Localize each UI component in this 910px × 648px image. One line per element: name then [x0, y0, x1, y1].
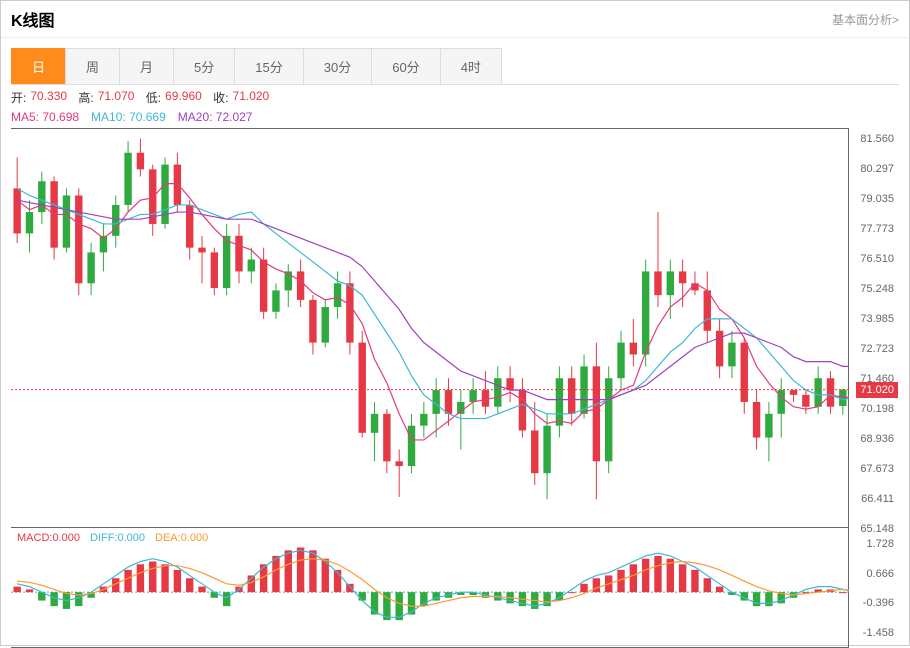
y-tick: 76.510 — [860, 253, 894, 265]
high-value: 71.070 — [98, 89, 135, 106]
tab-15分[interactable]: 15分 — [234, 48, 303, 84]
macd-y-tick: 1.728 — [866, 538, 894, 550]
candlestick-chart[interactable]: 81.56080.29779.03577.77376.51075.24873.9… — [11, 128, 849, 528]
low-label: 低: — [146, 89, 161, 106]
macd-y-tick: -1.458 — [863, 627, 894, 639]
y-tick: 66.411 — [861, 493, 894, 505]
y-tick: 72.723 — [860, 343, 894, 355]
high-label: 高: — [78, 89, 93, 106]
macd-y-tick: -0.396 — [863, 597, 894, 609]
chart-title: K线图 — [11, 7, 55, 31]
analysis-link[interactable]: 基本面分析> — [832, 11, 899, 28]
timeframe-tabs: 日周月5分15分30分60分4时 — [11, 48, 899, 85]
low-value: 69.960 — [165, 89, 202, 106]
tab-5分[interactable]: 5分 — [173, 48, 235, 84]
macd-chart[interactable]: MACD:0.000DIFF:0.000DEA:0.000 1.7280.666… — [11, 528, 849, 648]
tab-60分[interactable]: 60分 — [371, 48, 440, 84]
y-tick: 79.035 — [860, 193, 894, 205]
y-tick: 77.773 — [860, 223, 894, 235]
ma20-label: MA20: 72.027 — [178, 110, 253, 124]
y-tick: 81.560 — [860, 133, 894, 145]
open-label: 开: — [11, 89, 26, 106]
y-tick: 70.198 — [860, 403, 894, 415]
close-label: 收: — [213, 89, 228, 106]
ma5-label: MA5: 70.698 — [11, 110, 79, 124]
tab-4时[interactable]: 4时 — [440, 48, 502, 84]
open-value: 70.330 — [30, 89, 67, 106]
y-tick: 68.936 — [860, 433, 894, 445]
macd-y-tick: 0.666 — [866, 568, 894, 580]
macd-label: DIFF:0.000 — [90, 532, 145, 544]
ma-row: MA5: 70.698 MA10: 70.669 MA20: 72.027 — [11, 110, 899, 128]
y-tick: 80.297 — [860, 163, 894, 175]
tab-月[interactable]: 月 — [119, 48, 174, 84]
ohlc-row: 开: 70.330 高: 71.070 低: 69.960 收: 71.020 — [11, 85, 899, 110]
y-tick: 75.248 — [860, 283, 894, 295]
tab-日[interactable]: 日 — [11, 48, 66, 84]
y-tick: 67.673 — [860, 463, 894, 475]
y-tick: 73.985 — [860, 313, 894, 325]
close-value: 71.020 — [233, 89, 270, 106]
tab-周[interactable]: 周 — [65, 48, 120, 84]
macd-label: MACD:0.000 — [17, 532, 80, 544]
ma10-label: MA10: 70.669 — [91, 110, 166, 124]
tab-30分[interactable]: 30分 — [303, 48, 372, 84]
current-price-tag: 71.020 — [856, 382, 898, 398]
macd-label: DEA:0.000 — [155, 532, 208, 544]
